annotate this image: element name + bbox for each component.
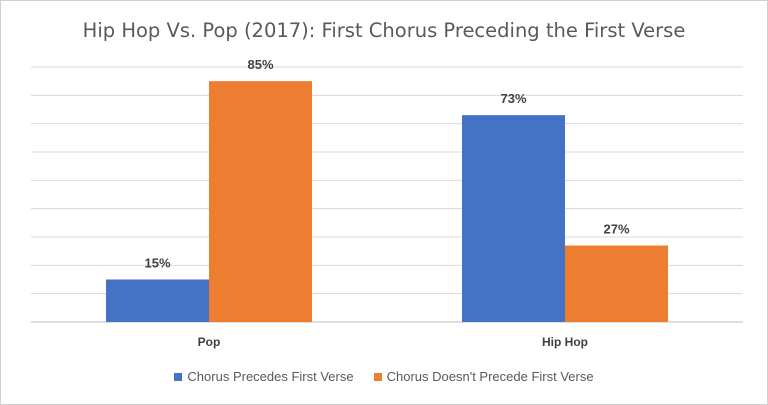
chart-legend: Chorus Precedes First Verse Chorus Doesn… — [1, 369, 767, 384]
legend-item-not-precedes: Chorus Doesn't Precede First Verse — [373, 369, 594, 384]
legend-item-precedes: Chorus Precedes First Verse — [174, 369, 354, 384]
bar — [462, 115, 565, 323]
bar — [209, 81, 312, 323]
bar — [106, 279, 209, 322]
legend-label-precedes: Chorus Precedes First Verse — [187, 369, 354, 384]
x-tick-label: Hip Hop — [542, 335, 588, 349]
chart-title: Hip Hop Vs. Pop (2017): First Chorus Pre… — [82, 19, 686, 42]
data-label: 73% — [500, 91, 526, 106]
legend-label-not-precedes: Chorus Doesn't Precede First Verse — [386, 369, 594, 384]
bar — [565, 245, 668, 322]
x-tick-label: Pop — [198, 335, 221, 349]
legend-swatch-not-precedes — [373, 372, 382, 381]
data-label: 15% — [144, 256, 170, 271]
data-label: 27% — [603, 222, 629, 237]
data-label: 85% — [247, 57, 273, 72]
legend-swatch-precedes — [174, 372, 183, 381]
